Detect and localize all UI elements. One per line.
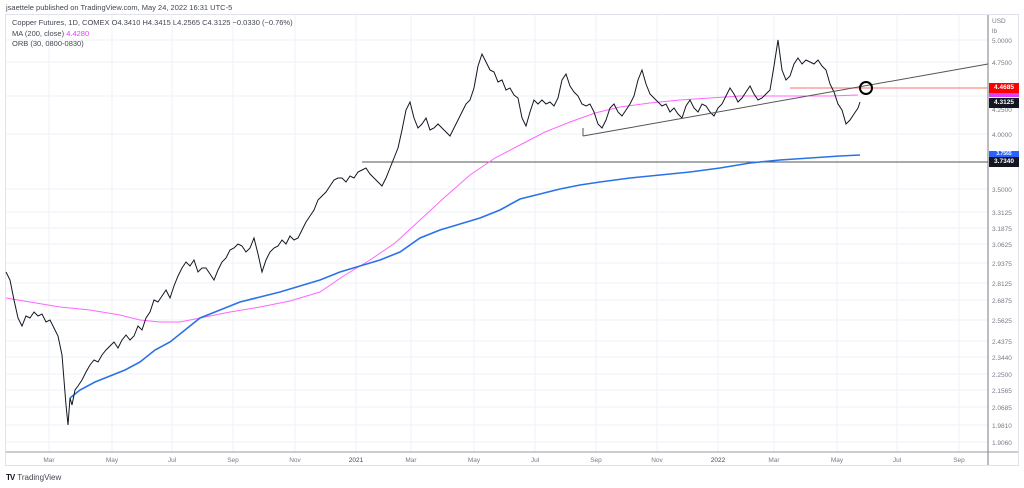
- time-axis[interactable]: Mar May Jul Sep Nov 2021 Mar May Jul Sep…: [43, 457, 965, 464]
- chart-legend: Copper Futures, 1D, COMEX O4.3410 H4.341…: [12, 18, 293, 50]
- price-tick: 3.0625: [992, 242, 1012, 249]
- time-tick: Mar: [405, 457, 417, 464]
- price-tick: 2.2500: [992, 372, 1012, 379]
- time-tick: Mar: [43, 457, 55, 464]
- time-tick: Sep: [953, 457, 965, 464]
- red-level-price-tag: 4.4685: [989, 83, 1019, 93]
- time-tick: Nov: [289, 457, 301, 464]
- trendline[interactable]: [582, 63, 989, 137]
- ma-label: MA (200, close): [12, 28, 65, 38]
- time-tick: Jul: [168, 457, 177, 464]
- time-tick: Sep: [227, 457, 239, 464]
- price-tick: 4.7500: [992, 60, 1012, 67]
- time-tick: May: [106, 457, 119, 464]
- price-tick: 5.0000: [992, 38, 1012, 45]
- orb-indicator-legend[interactable]: ORB (30, 0800-0830): [12, 39, 84, 48]
- time-tick: Jul: [531, 457, 540, 464]
- time-tick: 2021: [349, 457, 364, 464]
- grid: [6, 15, 988, 452]
- price-tick: 4.0000: [992, 132, 1012, 139]
- price-tick: 2.4375: [992, 339, 1012, 346]
- price-tick: 2.6875: [992, 298, 1012, 305]
- ma-indicator-legend[interactable]: MA (200, close) 4.4280: [12, 29, 293, 40]
- ma-blue-line: [69, 154, 861, 399]
- ma200-line: [5, 94, 859, 323]
- price-axis[interactable]: USD lb 5.0000 4.7500 4.2500 4.0000 3.500…: [992, 18, 1012, 447]
- price-tick: 3.1875: [992, 226, 1012, 233]
- time-tick: Mar: [768, 457, 780, 464]
- time-tick: 2022: [711, 457, 726, 464]
- price-tick: 2.5625: [992, 318, 1012, 325]
- time-tick: Sep: [590, 457, 602, 464]
- unit-label: lb: [992, 28, 997, 35]
- footer-branding[interactable]: TV TradingView: [6, 473, 61, 482]
- currency-label: USD: [992, 18, 1006, 25]
- blue-ma-price-tag: 3.7565: [989, 151, 1019, 157]
- price-tick: 3.5000: [992, 187, 1012, 194]
- price-tick: 2.3440: [992, 355, 1012, 362]
- circle-marker-icon[interactable]: [859, 81, 873, 95]
- time-tick: May: [831, 457, 844, 464]
- price-tick: 1.9060: [992, 440, 1012, 447]
- time-tick: Jul: [893, 457, 902, 464]
- time-tick: Nov: [651, 457, 663, 464]
- tradingview-logo-icon: TV: [6, 473, 15, 482]
- price-tick: 2.1565: [992, 388, 1012, 395]
- symbol-info[interactable]: Copper Futures, 1D, COMEX O4.3410 H4.341…: [12, 18, 293, 27]
- time-tick: May: [468, 457, 481, 464]
- last-close-price-tag: 4.3125: [989, 98, 1019, 108]
- horizontal-level-price-tag: 3.7340: [989, 157, 1019, 167]
- ma-value: 4.4280: [66, 28, 90, 38]
- publisher-line: jsaettele published on TradingView.com, …: [6, 3, 233, 12]
- price-tick: 2.0685: [992, 405, 1012, 412]
- ma200-price-tag: 4.4280: [989, 93, 1019, 97]
- price-tick: 4.2500: [992, 107, 1012, 114]
- price-series: [5, 39, 861, 426]
- price-tick: 1.9810: [992, 423, 1012, 430]
- price-tick: 2.8125: [992, 281, 1012, 288]
- chart-frame: [5, 14, 1019, 466]
- brand-name: TradingView: [17, 473, 62, 482]
- price-tick: 2.9375: [992, 261, 1012, 268]
- price-tick: 3.3125: [992, 210, 1012, 217]
